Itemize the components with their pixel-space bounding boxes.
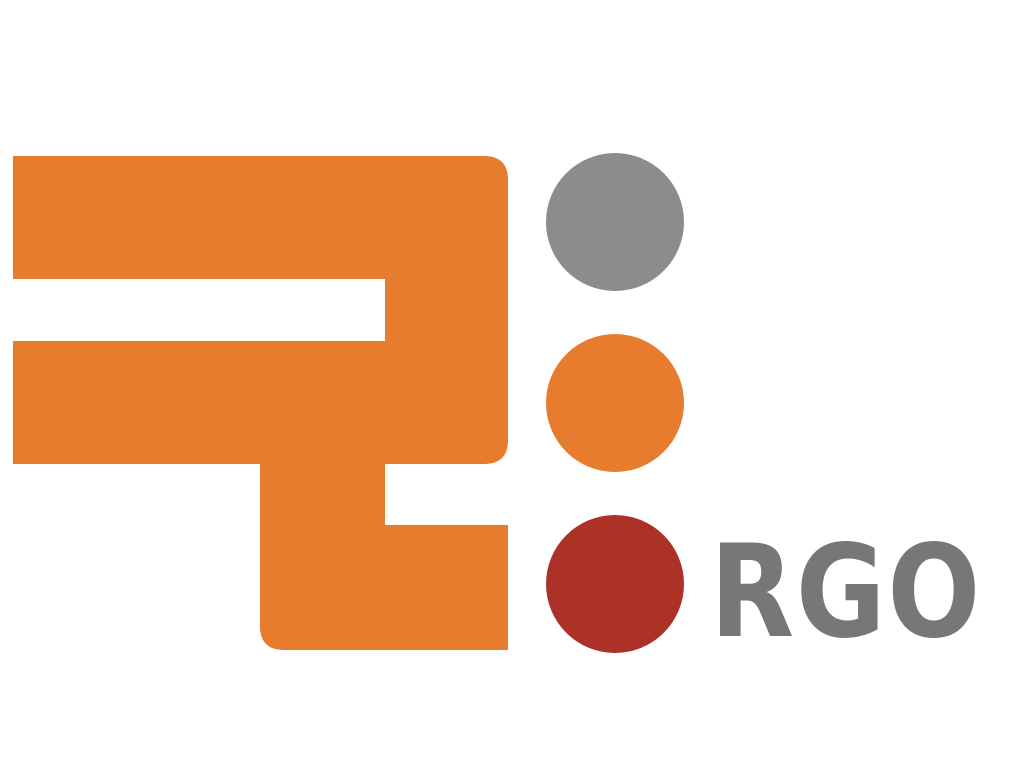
logo-wordmark: RGO: [710, 518, 982, 667]
red-dot: [546, 515, 684, 653]
gray-dot: [546, 153, 684, 291]
orange-dot: [546, 334, 684, 472]
logo-mark-shape: [13, 156, 508, 650]
